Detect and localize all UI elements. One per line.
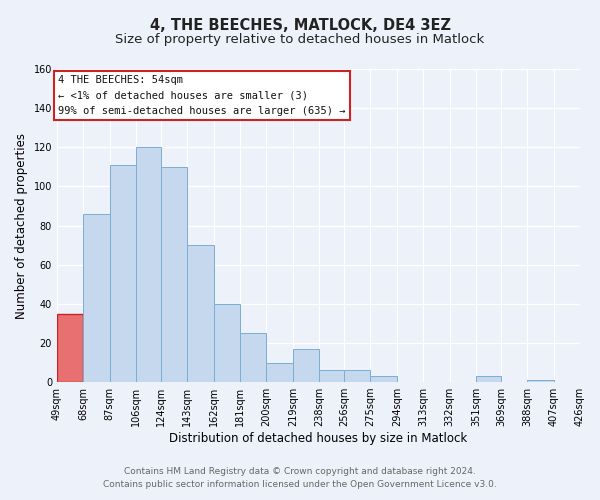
Bar [240, 333, 266, 382]
Bar [527, 380, 554, 382]
Bar [161, 167, 187, 382]
Bar [266, 362, 293, 382]
Text: 4, THE BEECHES, MATLOCK, DE4 3EZ: 4, THE BEECHES, MATLOCK, DE4 3EZ [149, 18, 451, 32]
Text: 4 THE BEECHES: 54sqm
← <1% of detached houses are smaller (3)
99% of semi-detach: 4 THE BEECHES: 54sqm ← <1% of detached h… [58, 75, 346, 116]
Text: Size of property relative to detached houses in Matlock: Size of property relative to detached ho… [115, 32, 485, 46]
Bar [83, 214, 110, 382]
Bar [476, 376, 501, 382]
Bar [344, 370, 370, 382]
Text: Contains HM Land Registry data © Crown copyright and database right 2024.
Contai: Contains HM Land Registry data © Crown c… [103, 467, 497, 489]
X-axis label: Distribution of detached houses by size in Matlock: Distribution of detached houses by size … [169, 432, 467, 445]
Bar [110, 165, 136, 382]
Bar [136, 148, 161, 382]
Bar [370, 376, 397, 382]
Bar [319, 370, 344, 382]
Bar [187, 245, 214, 382]
Y-axis label: Number of detached properties: Number of detached properties [15, 132, 28, 318]
Bar [57, 314, 83, 382]
Bar [214, 304, 240, 382]
Bar [293, 349, 319, 382]
